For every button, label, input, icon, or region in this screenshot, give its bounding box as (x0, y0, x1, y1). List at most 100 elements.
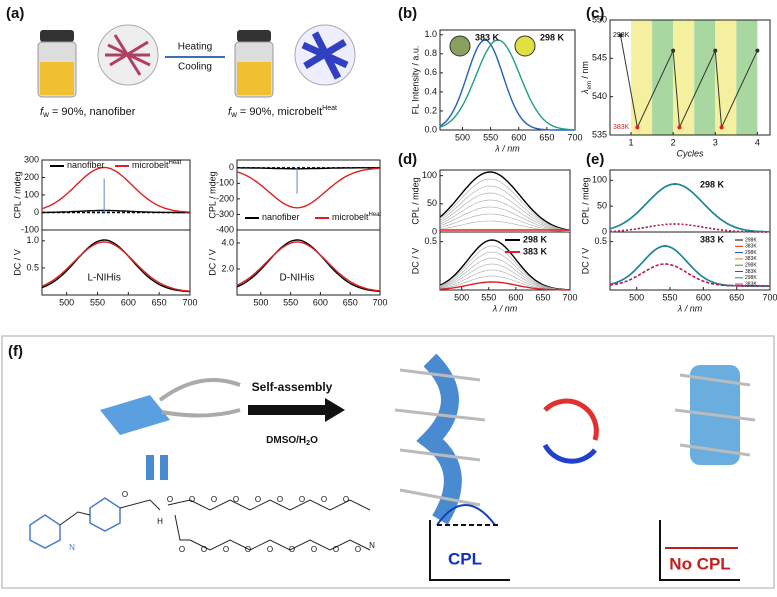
legend-sup: Heat (169, 160, 182, 166)
y-tick-label: -100 (216, 178, 234, 188)
y-tick-label: 100 (24, 189, 39, 199)
panel-label: (b) (398, 5, 417, 22)
solvent-label: DMSO/H2O (266, 435, 318, 447)
legend-label: 298K (745, 263, 757, 269)
x-tick-label: 550 (283, 297, 298, 307)
annotation: 298K (613, 32, 630, 39)
legend-label: 383K (745, 281, 757, 287)
legend-text: nanofiber (262, 212, 300, 222)
y-tick-label: 545 (592, 53, 607, 63)
y-tick-label: 0 (602, 226, 607, 236)
solvent-part: O (310, 435, 318, 446)
axis-frame (41, 159, 191, 231)
x-tick-label: 500 (253, 297, 268, 307)
y-tick-label: 0.4 (424, 86, 437, 96)
atom-label: O (289, 545, 295, 554)
atom-label: H (157, 517, 163, 526)
x-tick-label: 500 (629, 292, 644, 302)
y-tick-label: 1.0 (26, 235, 39, 245)
x-tick-label: 650 (539, 132, 554, 142)
atom-label: O (189, 495, 195, 504)
label-part: λ (580, 89, 590, 94)
assembly-illustration (29, 353, 760, 580)
x-tick-label: 600 (508, 292, 523, 302)
y-tick-label: 550 (592, 14, 607, 24)
caption-part: Heat (322, 105, 337, 112)
x-tick-label: 700 (567, 132, 582, 142)
point (719, 125, 724, 130)
y-tick-label: -300 (216, 209, 234, 219)
y-axis-label: DC / V (207, 249, 217, 276)
legend-text: microbelt (332, 212, 369, 222)
point (635, 125, 640, 130)
axis-frame (439, 29, 576, 131)
point (713, 48, 718, 53)
curve-illustration (439, 251, 571, 291)
curve-illustration (439, 257, 570, 291)
curve-illustration (609, 263, 770, 287)
curve-illustration (41, 241, 191, 292)
atom-label: O (233, 495, 239, 504)
caption-part: f (228, 106, 232, 118)
y-tick-label: 0.5 (594, 236, 607, 246)
label-part: em (587, 81, 593, 89)
legend-sup: Heat (369, 212, 382, 218)
atom-label: O (122, 490, 128, 499)
panel-label: (d) (398, 151, 417, 168)
x-tick-label: 550 (483, 132, 498, 142)
caption: fw = 90%, nanofiber (40, 106, 136, 119)
y-axis-label: CPL / mdeg (580, 177, 590, 224)
axis-frame (609, 19, 771, 136)
y-tick-label: 4.0 (221, 237, 234, 247)
cpl-label: CPL (448, 549, 482, 568)
x-tick-label: 650 (152, 297, 167, 307)
atom-label: O (355, 545, 361, 554)
y-tick-label: -200 (216, 193, 234, 203)
curve-illustration (439, 39, 575, 131)
legend-label: 298K (745, 275, 757, 281)
curve-illustration (236, 167, 381, 209)
y-tick-label: 200 (24, 172, 39, 182)
curve-illustration (439, 239, 570, 291)
band (652, 20, 674, 135)
y-tick-label: -100 (21, 224, 39, 234)
curve-illustration (609, 183, 770, 233)
curve-illustration (439, 269, 570, 291)
y-axis-label: DC / V (12, 249, 22, 276)
atom-label: O (343, 495, 349, 504)
curve-illustration (236, 241, 381, 292)
legend-label: microbeltHeat (132, 160, 182, 171)
panel-label: (f) (8, 343, 23, 360)
curve-illustration (439, 263, 571, 291)
curve-illustration (609, 223, 770, 233)
atom-label: O (267, 545, 273, 554)
axis-frame (41, 229, 191, 296)
legend-label: nanofiber (67, 160, 105, 170)
x-axis-label: λ / nm (494, 143, 520, 153)
axis-frame (609, 231, 771, 291)
arrow-label: Heating (178, 42, 212, 53)
x-tick-label: 2 (671, 137, 676, 147)
atom-label: O (333, 545, 339, 554)
y-axis-label: FL Intensity / a.u. (410, 46, 420, 115)
x-axis-label: Cycles (676, 148, 704, 158)
x-tick-label: 650 (343, 297, 358, 307)
y-tick-label: 0.0 (424, 124, 437, 134)
x-tick-label: 1 (629, 137, 634, 147)
caption-part: w (42, 110, 49, 119)
atom-label: N (69, 543, 75, 552)
curve-illustration (439, 192, 571, 232)
annotation: 298 K (700, 179, 725, 189)
solvent-part: 2 (306, 440, 310, 447)
y-axis-label: λem / nm (580, 61, 592, 95)
y-tick-label: -400 (216, 224, 234, 234)
caption-part: f (40, 106, 44, 118)
legend-label: nanofiber (262, 212, 300, 222)
x-tick-label: 700 (182, 297, 197, 307)
x-tick-label: 4 (755, 137, 760, 147)
atom-label: O (201, 545, 207, 554)
x-tick-label: 500 (455, 132, 470, 142)
y-tick-label: 50 (597, 201, 607, 211)
y-tick-label: 300 (24, 154, 39, 164)
y-tick-label: 100 (592, 175, 607, 185)
